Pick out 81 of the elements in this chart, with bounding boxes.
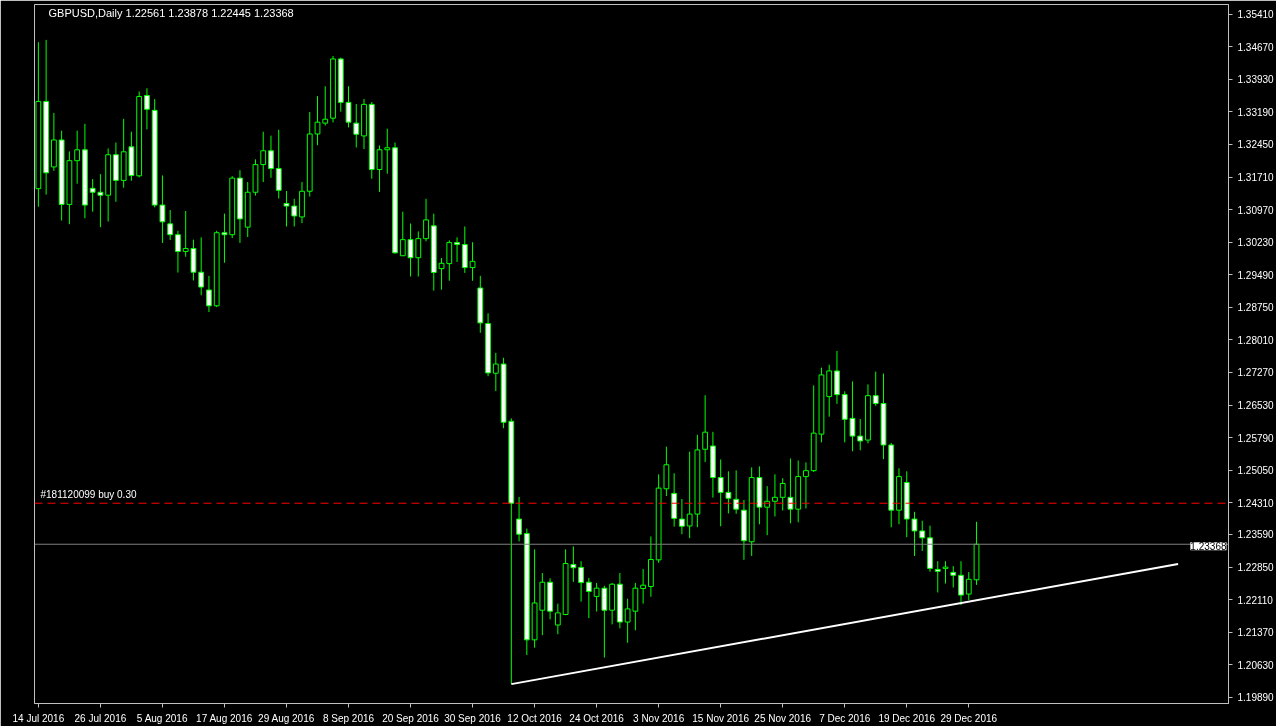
x-tick-label: 30 Sep 2016 [444, 712, 502, 724]
x-tick-label: 25 Nov 2016 [754, 712, 812, 724]
candlestick [772, 473, 778, 517]
y-tick-label: 1.33930 [1237, 74, 1275, 86]
candlestick [578, 560, 585, 603]
y-tick-label: 1.19890 [1237, 692, 1275, 704]
candlestick [275, 129, 282, 200]
y-tick-label: 1.25050 [1237, 465, 1275, 477]
y-tick-label: 1.28010 [1237, 334, 1275, 346]
y-tick-label: 1.30230 [1237, 237, 1275, 249]
y-tick-label: 1.32450 [1237, 139, 1275, 151]
candlestick [585, 577, 592, 619]
x-tick-label: 29 Dec 2016 [940, 712, 998, 724]
candlestick [175, 230, 181, 274]
y-tick-label: 1.20630 [1237, 659, 1275, 671]
candlestick [461, 225, 468, 274]
candlestick [678, 498, 685, 535]
y-tick-label: 1.24310 [1237, 497, 1275, 509]
x-tick-label: 20 Sep 2016 [382, 712, 440, 724]
y-tick-label: 1.25790 [1237, 432, 1275, 444]
y-tick-label: 1.29490 [1237, 269, 1275, 281]
y-tick-label: 1.28750 [1237, 302, 1275, 314]
candlestick [640, 568, 647, 605]
candlestick [74, 130, 81, 185]
y-tick-label: 1.27270 [1237, 367, 1275, 379]
x-tick-label: 24 Oct 2016 [569, 712, 625, 724]
candlestick [97, 173, 104, 228]
candlestick [291, 198, 298, 227]
y-tick-label: 1.33190 [1237, 106, 1275, 118]
x-tick-label: 7 Dec 2016 [819, 712, 871, 724]
candlestick [764, 485, 771, 536]
candlestick [857, 418, 864, 451]
candlestick [159, 174, 166, 244]
candlestick [733, 469, 740, 515]
candlestick [803, 461, 809, 509]
candlestick [268, 135, 274, 179]
x-tick-label: 15 Nov 2016 [692, 712, 750, 724]
x-tick-label: 8 Sep 2016 [322, 712, 375, 724]
candlestick [260, 131, 267, 183]
candlestick [702, 394, 709, 463]
x-tick-label: 17 Aug 2016 [196, 712, 253, 724]
y-tick-label: 1.22110 [1237, 594, 1274, 606]
x-tick-label: 19 Dec 2016 [878, 712, 936, 724]
x-tick-label: 5 Aug 2016 [136, 712, 188, 724]
candlestick [516, 496, 522, 542]
candlestick [686, 451, 693, 539]
ref-line-label: 1.23368 [1190, 541, 1227, 553]
candlestick [423, 198, 429, 242]
y-tick-label: 1.22850 [1237, 562, 1275, 574]
candlestick [942, 560, 949, 585]
candlestick [353, 103, 360, 148]
candlestick [834, 350, 840, 405]
x-tick-label: 3 Nov 2016 [633, 712, 685, 724]
candlestick [950, 565, 957, 589]
candlestick [167, 209, 174, 241]
y-tick-label: 1.30970 [1237, 204, 1275, 216]
candlestick [911, 511, 918, 557]
y-tick-label: 1.35410 [1237, 9, 1275, 21]
x-tick-label: 12 Oct 2016 [507, 712, 563, 724]
candlestick [144, 87, 150, 130]
candlestick [283, 190, 290, 227]
ref-line-label: #181120099 buy 0.30 [40, 489, 137, 501]
candlestick [492, 352, 499, 392]
candlestick [934, 560, 941, 593]
y-tick-label: 1.23590 [1237, 529, 1275, 541]
chart-title: GBPUSD,Daily 1.22561 1.23878 1.22445 1.23368 [48, 6, 294, 19]
y-tick-label: 1.21370 [1237, 627, 1275, 639]
y-tick-label: 1.26530 [1237, 400, 1275, 412]
candlestick [198, 236, 205, 296]
candlestick [469, 241, 476, 282]
x-tick-label: 26 Jul 2016 [74, 712, 127, 724]
candlestick [454, 236, 460, 263]
candlestick [384, 128, 391, 175]
y-tick-label: 1.34670 [1237, 41, 1275, 53]
x-tick-label: 29 Aug 2016 [258, 712, 315, 724]
candlestick [919, 520, 926, 552]
y-tick-label: 1.31710 [1237, 172, 1275, 184]
candlestick [554, 603, 561, 635]
x-tick-label: 14 Jul 2016 [12, 712, 65, 724]
candlestick [206, 275, 212, 313]
candlestick [89, 178, 96, 213]
